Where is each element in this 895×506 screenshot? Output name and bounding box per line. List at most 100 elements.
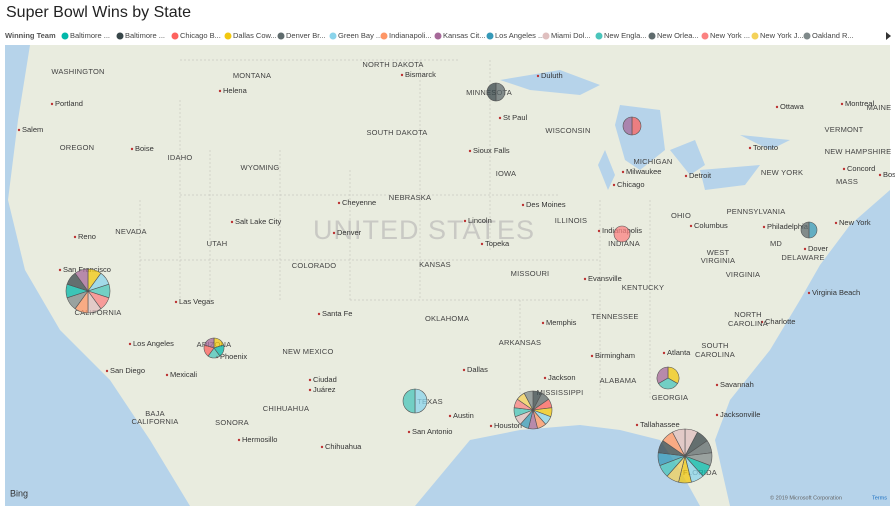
pie-slice xyxy=(414,388,428,414)
state-label: PENNSYLVANIA xyxy=(727,207,786,216)
city-dot xyxy=(320,445,324,449)
city-dot xyxy=(128,342,132,346)
legend-item: Denver Br... xyxy=(286,31,326,40)
legend-next[interactable] xyxy=(886,32,891,40)
state-label: MISSISSIPPI xyxy=(537,388,584,397)
legend-swatch xyxy=(277,32,285,40)
city-label: San Diego xyxy=(110,366,145,375)
legend-swatch xyxy=(434,32,442,40)
city-dot xyxy=(807,291,811,295)
legend-swatch xyxy=(803,32,811,40)
state-label: TEXAS xyxy=(417,397,443,406)
city-label: Birmingham xyxy=(595,351,635,360)
legend-item: New York ... xyxy=(710,31,750,40)
city-dot xyxy=(105,369,109,373)
pie-slice xyxy=(656,366,669,384)
legend-item: Miami Dol... xyxy=(551,31,591,40)
city-dot xyxy=(317,312,321,316)
state-label: OHIO xyxy=(671,211,691,220)
city-label: Memphis xyxy=(546,318,577,327)
state-label: NEBRASKA xyxy=(389,193,431,202)
city-label: Salt Lake City xyxy=(235,217,282,226)
legend-swatch xyxy=(701,32,709,40)
city-dot xyxy=(130,147,134,151)
city-dot xyxy=(463,219,467,223)
city-label: Juárez xyxy=(313,385,336,394)
state-label: BAJA xyxy=(145,409,165,418)
city-label: Los Angeles xyxy=(133,339,174,348)
legend-swatch xyxy=(171,32,179,40)
city-label: Austin xyxy=(453,411,474,420)
state-label: CAROLINA xyxy=(728,319,768,328)
pie-slice xyxy=(672,428,686,457)
state-label: ALABAMA xyxy=(600,376,637,385)
city-dot xyxy=(662,351,666,355)
state-label: VIRGINIA xyxy=(701,256,736,265)
city-label: Ciudad xyxy=(313,375,337,384)
city-label: Evansville xyxy=(588,274,622,283)
city-dot xyxy=(308,378,312,382)
city-label: Chicago xyxy=(617,180,645,189)
state-label: MONTANA xyxy=(233,71,271,80)
state-label: MAINE xyxy=(867,103,892,112)
city-label: Toronto xyxy=(753,143,778,152)
city-dot xyxy=(174,300,178,304)
terms-link[interactable]: Terms xyxy=(872,495,887,501)
state-label: COLORADO xyxy=(292,261,337,270)
city-label: Dover xyxy=(808,244,829,253)
legend-title: Winning Team xyxy=(5,31,56,40)
pie-slice xyxy=(622,116,633,136)
city-label: Houston xyxy=(494,421,522,430)
legend: Winning Team Baltimore ... Baltimore ... C… xyxy=(5,31,891,40)
city-label: Jackson xyxy=(548,373,576,382)
legend-item: Oakland R... xyxy=(812,31,854,40)
pie-slice xyxy=(74,268,89,292)
borders xyxy=(139,59,651,420)
legend-swatch xyxy=(380,32,388,40)
legend-swatch xyxy=(595,32,603,40)
city-dot xyxy=(17,128,21,132)
city-dot xyxy=(715,413,719,417)
state-label: ILLINOIS xyxy=(555,216,587,225)
city-dot xyxy=(775,105,779,109)
state-label: OKLAHOMA xyxy=(425,314,469,323)
city-label: San Antonio xyxy=(412,427,452,436)
city-label: Hermosillo xyxy=(242,435,277,444)
legend-item: Dallas Cow... xyxy=(233,31,277,40)
city-label: Portland xyxy=(55,99,83,108)
legend-item: Green Bay ... xyxy=(338,31,382,40)
pie-slice xyxy=(204,337,215,349)
state-label: TENNESSEE xyxy=(591,312,638,321)
city-dot xyxy=(165,373,169,377)
legend-swatch xyxy=(116,32,124,40)
state-label: NEVADA xyxy=(115,227,147,236)
legend-item: Baltimore ... xyxy=(125,31,165,40)
state-label: CAROLINA xyxy=(695,350,735,359)
state-label: MISSOURI xyxy=(511,269,550,278)
pacific xyxy=(5,45,190,506)
city-dot xyxy=(612,183,616,187)
city-dot xyxy=(715,383,719,387)
state-label: WEST xyxy=(707,248,730,257)
legend-item: Baltimore ... xyxy=(70,31,110,40)
legend-item: Indianapoli... xyxy=(389,31,432,40)
state-label: NEW HAMPSHIRE xyxy=(825,147,892,156)
city-dot xyxy=(462,368,466,372)
state-label: OREGON xyxy=(60,143,95,152)
city-label: Topeka xyxy=(485,239,510,248)
city-dot xyxy=(878,173,882,177)
city-dot xyxy=(468,149,472,153)
city-label: Las Vegas xyxy=(179,297,214,306)
legend-swatch xyxy=(542,32,550,40)
city-dot xyxy=(543,376,547,380)
city-dot xyxy=(842,167,846,171)
city-label: Detroit xyxy=(689,171,712,180)
legend-item: Los Angeles ... xyxy=(495,31,544,40)
city-dot xyxy=(218,89,222,93)
city-dot xyxy=(590,354,594,358)
state-label: GEORGIA xyxy=(652,393,688,402)
map: UNITED STATES xyxy=(5,45,890,506)
city-label: Savannah xyxy=(720,380,754,389)
state-label: IDAHO xyxy=(168,153,193,162)
city-label: Dallas xyxy=(467,365,488,374)
